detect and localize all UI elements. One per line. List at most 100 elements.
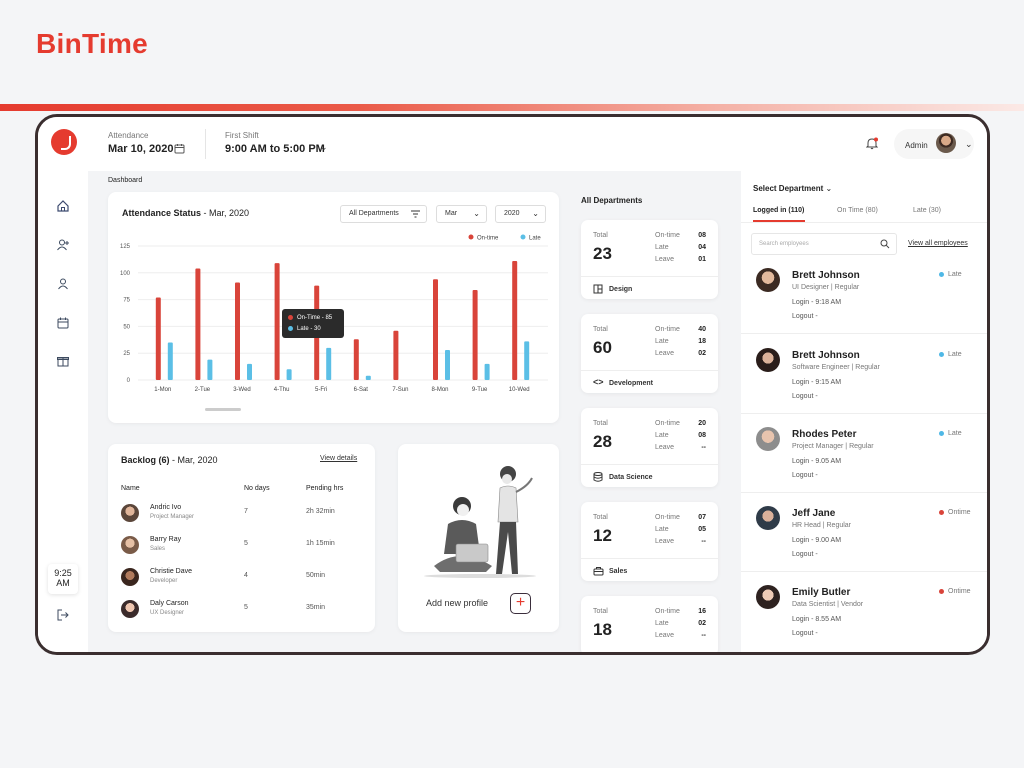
column-days: No days [244,485,270,492]
employee-item[interactable]: Jeff Jane HR Head | Regular Login - 9.00 … [741,493,987,572]
avatar [756,268,780,292]
select-department-dropdown[interactable]: Select Department ⌄ [753,184,833,193]
add-profile-button[interactable]: + [510,593,531,614]
chart-bar [167,342,173,380]
x-tick-label: 5-Fri [315,387,327,393]
avatar [121,536,139,554]
department-name: Development [609,380,653,387]
chevron-down-icon: ⌄ [825,184,833,193]
chart-bar [524,341,530,380]
department-card-sales[interactable]: Total 12 On-time 07 Late 05 Leave -- Sales [581,502,718,581]
table-row[interactable]: Barry Ray Sales 5 1h 15min [121,536,371,560]
legend-dot [288,325,293,331]
brand-logo-text: BinTime [36,28,149,59]
legend-dot [468,234,474,240]
table-row[interactable]: Daly Carson UX Designer 5 35min [121,600,371,624]
status-badge: Ontime [939,509,971,516]
clock-ampm: AM [56,578,70,588]
avatar [121,504,139,522]
chart-bar [472,289,478,380]
y-tick-label: 25 [123,351,130,357]
code-icon: <> [593,377,604,387]
chart-bar [235,282,240,380]
chart-bar [433,279,438,380]
bell-icon[interactable] [866,137,878,150]
chart-bar [393,330,399,380]
add-user-icon[interactable] [56,238,70,252]
gift-icon[interactable] [56,354,70,368]
avatar [756,585,780,609]
y-tick-label: 75 [123,298,130,304]
chart-bar [512,261,518,380]
x-tick-label: 8-Mon [431,387,448,393]
y-tick-label: 0 [127,378,131,384]
app-logo-icon[interactable] [51,129,77,155]
status-badge: Late [939,271,962,278]
shift-label: First Shift [225,131,259,140]
tab-divider [741,222,987,223]
view-all-employees-link[interactable]: View all employees [908,240,968,247]
search-input[interactable]: Search employees [751,233,897,255]
chart-bar [353,339,359,380]
departments-title: All Departments [581,196,643,205]
design-icon [593,284,603,294]
department-card-data-science[interactable]: Total 28 On-time 20 Late 08 Leave -- Data Sc… [581,408,718,487]
department-card-design[interactable]: Total 23 On-time 08 Late 04 Leave 01 Design [581,220,718,299]
view-details-link[interactable]: View details [320,455,358,462]
calendar-icon[interactable] [174,143,185,154]
avatar [756,506,780,530]
attendance-label: Attendance [108,131,149,140]
y-tick-label: 125 [120,244,131,250]
chevron-down-icon[interactable]: ⌄ [320,142,328,152]
user-menu[interactable] [894,129,974,159]
employee-item[interactable]: Rhodes Peter Project Manager | Regular Lo… [741,414,987,493]
chart-bar [484,363,490,380]
status-badge: Ontime [939,588,971,595]
chart-bar [274,263,280,380]
department-filter[interactable]: All Departments [340,205,427,223]
tab-on-time[interactable]: On Time (80) [837,207,878,214]
chart-bar [365,375,371,380]
department-name: Data Science [609,474,653,481]
employee-panel: Select Department ⌄ Logged in (110) On T… [741,171,987,652]
year-filter[interactable]: 2020 ⌄ [495,205,546,223]
chart-tooltip: On-Time - 85 Late - 30 [282,309,344,338]
legend-dot [288,314,293,320]
avatar [756,427,780,451]
filter-icon [411,210,420,218]
x-tick-label: 2-Tue [195,387,211,393]
calendar-icon[interactable] [56,316,70,330]
employee-item[interactable]: Emily Butler Data Scientist | Vendor Logi… [741,572,987,651]
add-profile-card[interactable]: Add new profile + [398,444,559,632]
home-icon[interactable] [56,199,70,213]
backlog-card: Backlog (6) - Mar, 2020 View details Nam… [108,444,375,632]
employee-item[interactable]: Brett Johnson Software Engineer | Regular… [741,335,987,414]
x-tick-label: 1-Mon [154,387,171,393]
logout-icon[interactable] [56,608,70,622]
table-row[interactable]: Andric Ivo Project Manager 7 2h 32min [121,504,371,528]
table-row[interactable]: Christie Dave Developer 4 50min [121,568,371,592]
tab-late[interactable]: Late (30) [913,207,942,214]
search-icon[interactable] [880,239,890,249]
avatar [121,600,139,618]
search-placeholder: Search employees [759,241,809,247]
employee-item[interactable]: Brett Johnson UI Designer | Regular Login… [741,255,987,334]
x-tick-label: 6-Sat [354,387,369,393]
user-icon[interactable] [56,277,70,291]
chevron-down-icon[interactable]: ⌄ [965,139,973,149]
app-window: Attendance Mar 10, 2020 First Shift 9:00… [35,114,990,655]
user-role-label: Admin [905,141,928,150]
department-card-development[interactable]: Total 60 On-time 40 Late 18 Leave 02 <> Deve… [581,314,718,393]
chart-bar [195,268,201,380]
shift-time-select[interactable]: 9:00 AM to 5:00 PM [225,143,325,155]
department-card[interactable]: Total 18 On-time 16 Late 02 Leave -- [581,596,718,652]
department-name: Sales [609,568,628,575]
month-filter[interactable]: Mar ⌄ [436,205,487,223]
add-profile-label: Add new profile [426,598,489,608]
chart-scrollbar[interactable] [205,408,241,411]
chart-bar [207,359,213,380]
breadcrumb[interactable]: Dashboard [108,177,143,184]
tab-logged-in[interactable]: Logged in (110) [753,207,805,214]
avatar[interactable] [936,133,956,153]
attendance-date[interactable]: Mar 10, 2020 [108,143,174,155]
